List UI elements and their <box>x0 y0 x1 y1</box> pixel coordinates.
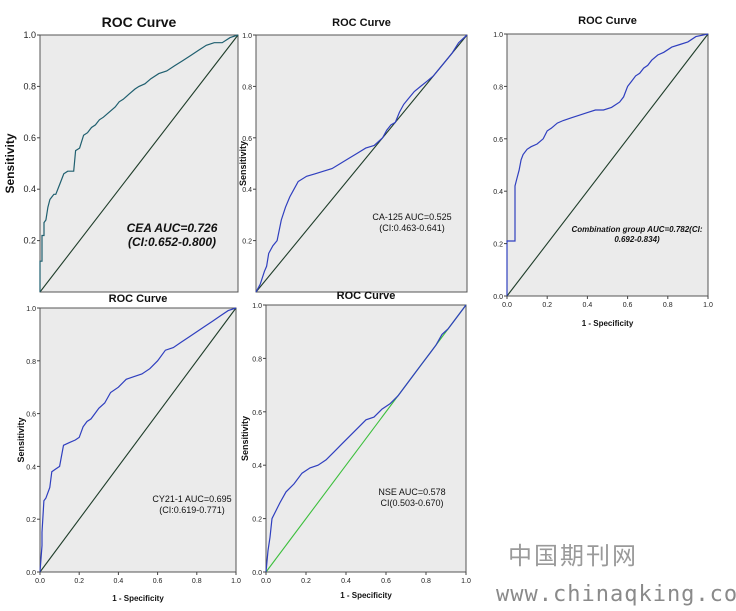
y-tick-label: 0.6 <box>23 133 36 143</box>
auc-annotation: Combination group AUC=0.782(CI: <box>571 225 702 234</box>
y-tick-label: 0.2 <box>242 239 252 246</box>
x-tick-label: 1.0 <box>461 578 471 585</box>
x-tick-label: 0.8 <box>663 302 673 309</box>
y-axis-label: Sensitivity <box>240 416 250 461</box>
y-tick-label: 0.6 <box>242 136 252 143</box>
x-tick-label: 0.8 <box>192 578 202 585</box>
x-tick-label: 0.0 <box>502 302 512 309</box>
watermark-url: www.chinaqking.com <box>496 582 736 607</box>
roc-panel-5: ROC Curve 0.0 0.2 0.4 0.6 0.8 1.0 0.0 0.2 0.4 0.6 0… <box>240 290 471 600</box>
x-tick-label: 0.6 <box>153 578 163 585</box>
roc-curve <box>265 304 467 573</box>
auc-annotation: CA-125 AUC=0.525 <box>372 212 451 222</box>
y-tick-label: 1.0 <box>26 306 36 313</box>
auc-annotation: CI(0.503-0.670) <box>380 498 443 508</box>
y-axis-label: Sensitivity <box>3 133 17 193</box>
auc-annotation: (CI:0.652-0.800) <box>128 235 216 249</box>
y-tick-label: 0.6 <box>252 410 262 417</box>
watermark-chinese: 中国期刊网 <box>508 542 638 570</box>
chart-title: ROC Curve <box>332 17 391 29</box>
auc-annotation: (CI:0.619-0.771) <box>159 505 225 515</box>
chart-title: ROC Curve <box>102 14 177 30</box>
y-tick-label: 0.2 <box>252 517 262 524</box>
x-tick-label: 0.2 <box>542 302 552 309</box>
chart-title: ROC Curve <box>337 290 396 302</box>
x-tick-label: 0.2 <box>301 578 311 585</box>
y-tick-label: 0.4 <box>493 189 503 196</box>
roc-panel-4: ROC Curve 0.0 0.2 0.4 0.6 0.8 1.0 0.0 0.2 0.4 0.6 0… <box>16 293 241 603</box>
y-tick-label: 0.4 <box>26 464 36 471</box>
auc-annotation: CEA AUC=0.726 <box>127 221 218 235</box>
x-tick-label: 0.2 <box>74 578 84 585</box>
x-axis-label: 1 - Specificity <box>582 319 634 328</box>
x-tick-label: 0.6 <box>381 578 391 585</box>
x-tick-label: 1.0 <box>231 578 241 585</box>
y-tick-label: 0.0 <box>493 294 503 301</box>
chart-title: ROC Curve <box>578 15 637 27</box>
y-axis-label: Sensitivity <box>238 141 248 186</box>
y-tick-label: 0.2 <box>26 517 36 524</box>
roc-panel-2: ROC Curve 0.2 0.4 0.6 0.8 1.0 Sensitivity CA-12… <box>238 17 468 293</box>
y-tick-label: 0.2 <box>493 242 503 249</box>
y-tick-label: 0.2 <box>23 236 36 246</box>
x-tick-label: 0.6 <box>623 302 633 309</box>
auc-annotation: CY21-1 AUC=0.695 <box>152 494 231 504</box>
y-tick-label: 0.4 <box>23 184 36 194</box>
y-tick-label: 0.4 <box>252 463 262 470</box>
y-tick-label: 0.6 <box>493 137 503 144</box>
y-tick-label: 0.8 <box>23 81 36 91</box>
y-tick-label: 0.6 <box>26 412 36 419</box>
x-tick-label: 0.0 <box>261 578 271 585</box>
x-tick-label: 0.0 <box>35 578 45 585</box>
y-tick-label: 0.8 <box>252 356 262 363</box>
x-tick-label: 1.0 <box>703 302 713 309</box>
y-tick-label: 0.0 <box>252 570 262 577</box>
y-tick-label: 1.0 <box>493 32 503 39</box>
y-tick-label: 0.4 <box>242 187 252 194</box>
roc-curve <box>39 34 239 292</box>
y-tick-label: 0.8 <box>242 84 252 91</box>
x-tick-label: 0.4 <box>114 578 124 585</box>
roc-curve <box>506 33 709 296</box>
y-tick-label: 1.0 <box>23 30 36 40</box>
y-tick-label: 1.0 <box>242 33 252 40</box>
y-tick-label: 1.0 <box>252 303 262 310</box>
reference-line <box>39 307 237 573</box>
x-tick-label: 0.4 <box>583 302 593 309</box>
reference-line <box>506 33 709 297</box>
auc-annotation: NSE AUC=0.578 <box>378 487 445 497</box>
roc-curve <box>255 34 468 293</box>
y-axis-label: Sensitivity <box>16 417 26 462</box>
x-tick-label: 0.8 <box>421 578 431 585</box>
reference-line <box>39 34 239 293</box>
y-tick-label: 0.8 <box>26 359 36 366</box>
y-tick-label: 0.0 <box>26 570 36 577</box>
x-axis-label: 1 - Specificity <box>112 594 164 603</box>
chart-title: ROC Curve <box>109 293 168 305</box>
roc-curve <box>39 307 237 573</box>
x-tick-label: 0.4 <box>341 578 351 585</box>
roc-panel-3: ROC Curve 0.0 0.2 0.4 0.6 0.8 1.0 0.0 0.2 0.4 0.6 0… <box>493 15 713 328</box>
auc-annotation: 0.692-0.834) <box>614 235 660 244</box>
roc-panel-1: ROC Curve 0.2 0.4 0.6 0.8 1.0 Sensitivity CEA A… <box>3 14 239 293</box>
y-tick-label: 0.8 <box>493 84 503 91</box>
auc-annotation: (CI:0.463-0.641) <box>379 223 445 233</box>
x-axis-label: 1 - Specificity <box>340 591 392 600</box>
